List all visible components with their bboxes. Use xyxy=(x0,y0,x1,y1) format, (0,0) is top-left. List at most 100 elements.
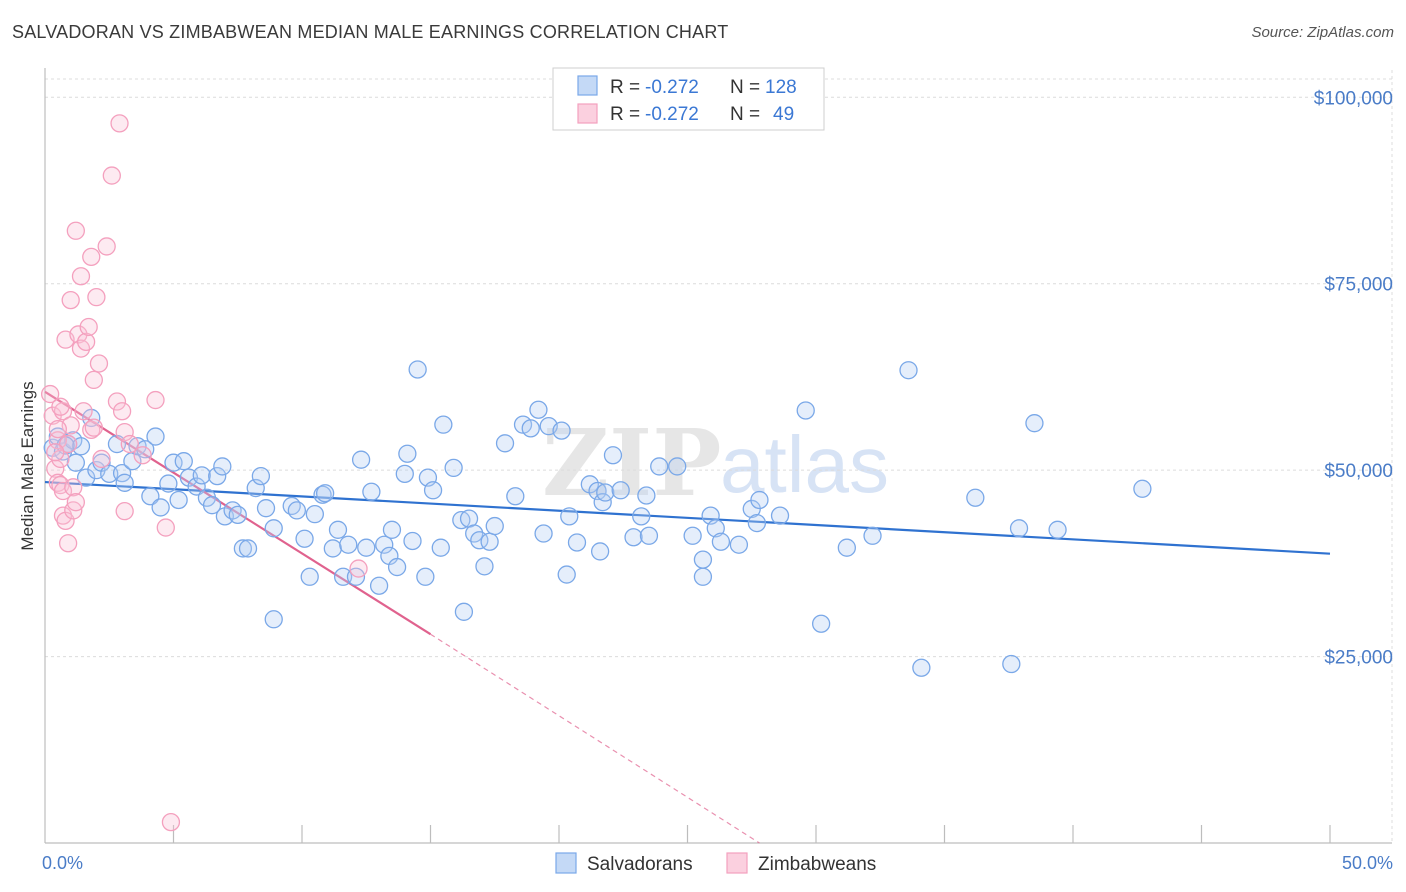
salvadorans-point-29 xyxy=(202,496,222,515)
zimbabweans-point-37 xyxy=(115,422,134,442)
legend-n-value-2: 49 xyxy=(773,104,794,125)
zimbabweans-point-29 xyxy=(87,287,106,307)
salvadorans-point-20 xyxy=(151,498,170,517)
y-tick-label-0: $25,000 xyxy=(1324,648,1393,669)
zimbabweans-point-12 xyxy=(58,534,78,553)
data-points xyxy=(40,114,1152,832)
legend-r-value-2: -0.272 xyxy=(645,104,699,125)
salvadorans-point-18 xyxy=(141,487,160,506)
salvadorans-point-11 xyxy=(100,464,119,484)
salvadorans-point-71 xyxy=(444,458,463,478)
salvadorans-point-97 xyxy=(611,481,630,500)
salvadorans-point-124 xyxy=(1025,414,1044,433)
salvadorans-point-123 xyxy=(1009,519,1029,538)
zimbabweans-point-36 xyxy=(112,402,132,421)
salvadorans-point-70 xyxy=(434,415,453,434)
zimbabweans-trend-line xyxy=(44,390,432,636)
salvadorans-point-27 xyxy=(192,466,211,485)
zimbabweans-point-23 xyxy=(74,402,93,421)
bottom-legend-salvadorans: Salvadorans xyxy=(587,854,693,875)
zimbabweans-point-32 xyxy=(97,237,116,256)
salvadorans-point-116 xyxy=(811,614,831,633)
salvadorans-point-61 xyxy=(387,557,407,577)
zimbabweans-point-8 xyxy=(53,481,73,501)
legend-swatch-salvadorans xyxy=(577,75,598,96)
zimbabweans-point-18 xyxy=(66,493,85,512)
zimbabweans-point-33 xyxy=(102,166,121,185)
chart-source: Source: ZipAtlas.com xyxy=(1251,24,1394,41)
salvadorans-point-126 xyxy=(1133,479,1152,498)
zimbabweans-point-35 xyxy=(110,114,129,133)
zimbabweans-point-27 xyxy=(82,420,101,440)
zimbabweans-point-40 xyxy=(133,446,152,465)
watermark-atlas: atlas xyxy=(720,420,889,509)
salvadorans-point-85 xyxy=(534,524,553,543)
salvadorans-point-93 xyxy=(590,542,610,561)
salvadorans-point-54 xyxy=(351,450,371,469)
bottom-legend-swatch-zimbabweans xyxy=(726,852,748,874)
salvadorans-point-36 xyxy=(238,539,258,558)
salvadorans-point-49 xyxy=(323,539,342,558)
salvadorans-point-23 xyxy=(169,490,188,510)
salvadorans-point-68 xyxy=(423,481,443,500)
zimbabweans-point-25 xyxy=(79,317,98,337)
legend-r-label-2: R = xyxy=(610,104,640,125)
salvadorans-point-35 xyxy=(233,539,253,558)
salvadorans-point-66 xyxy=(416,567,435,586)
salvadorans-point-57 xyxy=(369,576,389,595)
salvadorans-point-58 xyxy=(375,535,394,554)
y-axis-label: Median Male Earnings xyxy=(18,381,37,550)
salvadorans-point-14 xyxy=(115,473,134,492)
zimbabweans-trend-extension xyxy=(430,633,760,844)
salvadorans-point-102 xyxy=(650,457,669,476)
salvadorans-point-38 xyxy=(251,466,271,486)
bottom-legend: Salvadorans Zimbabweans xyxy=(555,852,876,875)
zimbabweans-point-22 xyxy=(71,267,91,286)
zimbabweans-point-30 xyxy=(89,354,109,373)
chart-title: SALVADORAN VS ZIMBABWEAN MEDIAN MALE EAR… xyxy=(12,22,729,42)
zimbabweans-point-0 xyxy=(40,384,60,404)
salvadorans-point-112 xyxy=(747,513,767,533)
zimbabweans-point-24 xyxy=(76,332,96,352)
salvadorans-point-24 xyxy=(174,452,193,471)
zimbabweans-point-38 xyxy=(120,434,139,454)
salvadorans-point-48 xyxy=(315,484,335,503)
salvadorans-point-90 xyxy=(567,533,587,552)
salvadorans-point-105 xyxy=(693,550,713,569)
salvadorans-point-39 xyxy=(256,499,276,518)
legend-swatch-zimbabweans xyxy=(577,103,598,124)
salvadorans-point-21 xyxy=(159,474,178,493)
y-tick-labels: $25,000 $50,000 $75,000 $100,000 xyxy=(1314,88,1393,668)
watermark-zip: ZIP xyxy=(542,409,721,517)
salvadorans-point-56 xyxy=(362,482,381,501)
salvadorans-point-34 xyxy=(228,505,247,525)
trend-lines xyxy=(44,390,1331,844)
zimbabweans-point-26 xyxy=(82,247,101,267)
salvadorans-point-80 xyxy=(495,434,515,453)
salvadorans-point-99 xyxy=(632,507,651,526)
salvadorans-point-65 xyxy=(408,360,427,379)
salvadorans-point-69 xyxy=(431,538,450,557)
zimbabweans-point-43 xyxy=(161,812,181,832)
salvadorans-point-26 xyxy=(187,477,206,496)
x-tick-label-0: 0.0% xyxy=(42,853,83,873)
salvadorans-point-41 xyxy=(264,610,283,629)
salvadorans-point-51 xyxy=(333,567,353,586)
salvadorans-point-119 xyxy=(899,361,918,380)
salvadorans-point-84 xyxy=(529,400,548,419)
salvadorans-point-87 xyxy=(552,421,571,440)
salvadorans-point-30 xyxy=(208,466,227,486)
axes xyxy=(44,68,1392,844)
salvadorans-point-108 xyxy=(706,519,725,538)
salvadorans-point-110 xyxy=(729,535,749,554)
salvadorans-point-98 xyxy=(624,528,643,547)
salvadorans-point-72 xyxy=(452,510,471,530)
salvadorans-point-101 xyxy=(639,526,659,545)
salvadorans-point-37 xyxy=(246,478,265,498)
legend-r-value-1: -0.272 xyxy=(645,77,699,98)
zimbabweans-point-34 xyxy=(107,392,127,411)
y-tick-label-3: $100,000 xyxy=(1314,88,1393,109)
salvadorans-point-96 xyxy=(603,446,623,465)
zimbabweans-point-16 xyxy=(64,478,83,497)
